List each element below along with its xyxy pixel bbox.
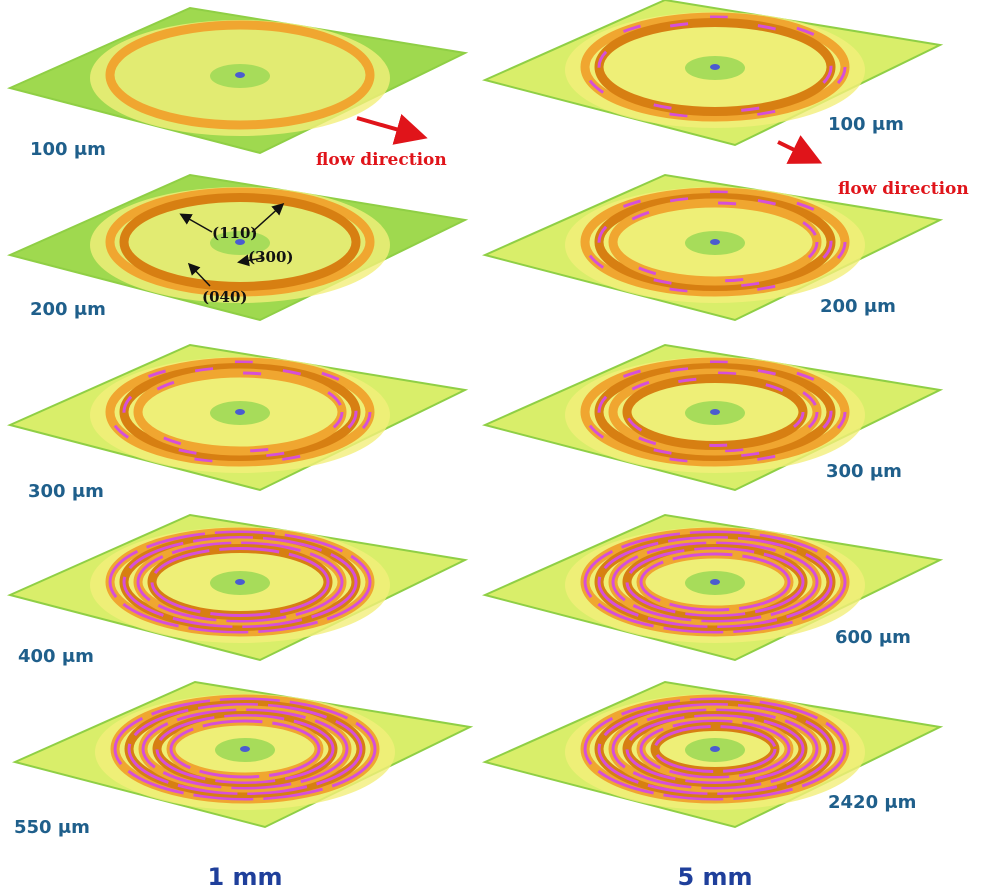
panel-label: 400 μm: [18, 646, 94, 667]
peak-label: (040): [202, 288, 248, 306]
center-peak: [235, 72, 245, 78]
surface: [10, 515, 465, 660]
panel-label: 2420 μm: [828, 792, 916, 813]
figure: 100 μm 200 μm 300 μm 400 μm 550 μm 1 mm 100 μm…: [0, 0, 999, 893]
center-peak: [235, 409, 245, 415]
peak-label: (300): [248, 248, 294, 266]
column-caption: 1 mm: [207, 863, 282, 891]
center-peak: [710, 239, 720, 245]
panel-label: 550 μm: [14, 817, 90, 838]
flow-label: flow direction: [838, 179, 969, 199]
surface: [15, 682, 470, 827]
center-peak: [710, 64, 720, 70]
center-peak: [710, 746, 720, 752]
center-peak: [240, 746, 250, 752]
panel-label: 600 μm: [835, 627, 911, 648]
center-peak: [710, 579, 720, 585]
panel-label: 100 μm: [30, 139, 106, 160]
peak-label: (110): [212, 224, 258, 242]
column-caption: 5 mm: [677, 863, 752, 891]
center-peak: [235, 579, 245, 585]
panel-label: 300 μm: [826, 461, 902, 482]
surface: [10, 345, 465, 490]
panel-label: 300 μm: [28, 481, 104, 502]
panel-label: 100 μm: [828, 114, 904, 135]
center-peak: [710, 409, 720, 415]
panel-label: 200 μm: [30, 299, 106, 320]
panel-label: 200 μm: [820, 296, 896, 317]
surfaces: [10, 0, 940, 827]
flow-label: flow direction: [316, 150, 447, 170]
